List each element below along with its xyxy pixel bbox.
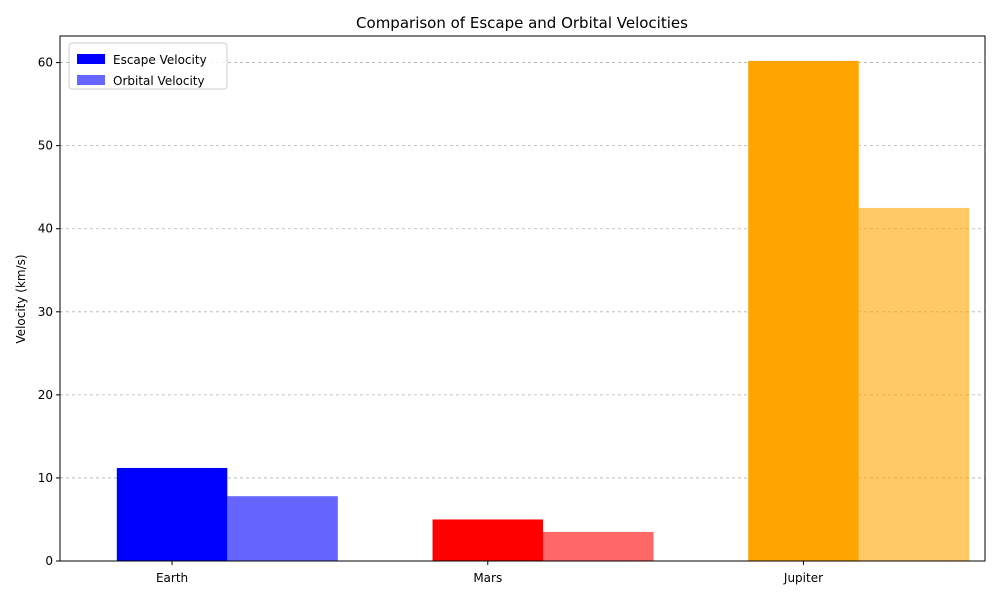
legend-swatch-escape-velocity — [77, 54, 105, 64]
bar-earth-orbital-velocity — [227, 496, 338, 561]
bars — [116, 60, 970, 562]
legend-label-orbital-velocity: Orbital Velocity — [113, 74, 205, 88]
x-tick-label-mars: Mars — [473, 571, 502, 585]
y-tick-label: 50 — [38, 139, 53, 153]
legend-box — [68, 42, 228, 90]
bar-mars-escape-velocity — [432, 519, 544, 561]
y-tick-label: 20 — [38, 388, 53, 402]
legend-label-escape-velocity: Escape Velocity — [113, 53, 207, 67]
bar-jupiter-orbital-velocity — [858, 207, 970, 562]
y-tick-label: 0 — [45, 554, 53, 568]
plot-frame — [59, 35, 986, 562]
bar-earth-escape-velocity — [116, 467, 228, 561]
axes: 0 10 20 30 40 50 60 Earth Mars Jupiter — [38, 35, 986, 585]
y-tick-label: 10 — [38, 471, 53, 485]
bar-mars-orbital-velocity — [543, 531, 654, 561]
x-tick-label-jupiter: Jupiter — [783, 571, 823, 585]
x-tick-label-earth: Earth — [156, 571, 188, 585]
chart-title: Comparison of Escape and Orbital Velocit… — [356, 14, 688, 32]
y-tick-label: 40 — [38, 222, 53, 236]
y-tick-label: 60 — [38, 56, 53, 70]
y-tick-label: 30 — [38, 305, 53, 319]
legend-swatch-orbital-velocity — [77, 75, 105, 85]
y-axis-title: Velocity (km/s) — [14, 254, 28, 343]
legend: Escape Velocity Orbital Velocity — [68, 42, 228, 90]
bar-jupiter-escape-velocity — [748, 60, 859, 561]
